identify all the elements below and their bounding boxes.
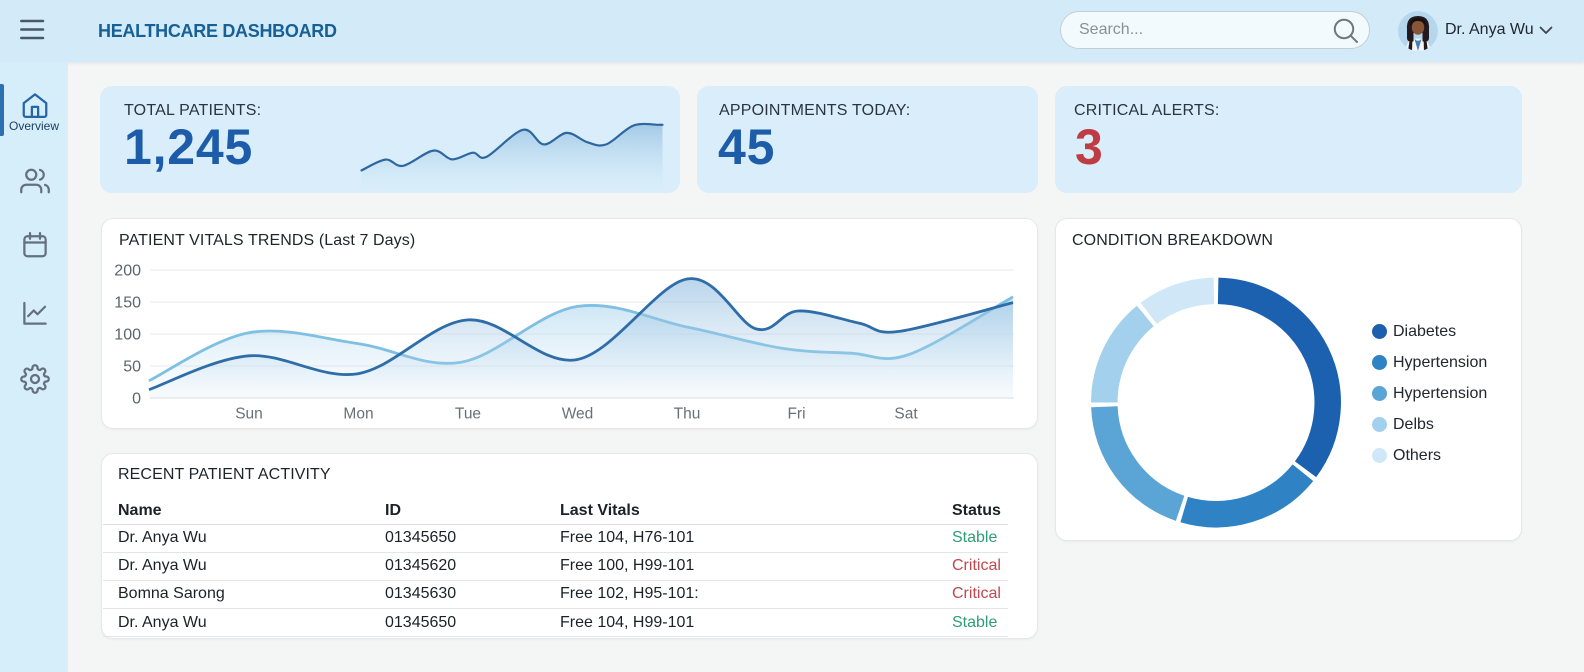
svg-text:Mon: Mon xyxy=(343,406,373,423)
svg-text:Tue: Tue xyxy=(455,406,481,423)
svg-text:Sat: Sat xyxy=(894,406,918,423)
svg-text:50: 50 xyxy=(123,359,141,376)
svg-text:100: 100 xyxy=(114,327,141,344)
svg-text:Sun: Sun xyxy=(235,406,263,423)
svg-text:Thu: Thu xyxy=(674,406,701,423)
svg-text:Fri: Fri xyxy=(787,406,805,423)
svg-text:150: 150 xyxy=(114,295,141,312)
svg-text:200: 200 xyxy=(114,263,141,280)
svg-text:Wed: Wed xyxy=(562,406,594,423)
svg-text:0: 0 xyxy=(132,391,141,408)
